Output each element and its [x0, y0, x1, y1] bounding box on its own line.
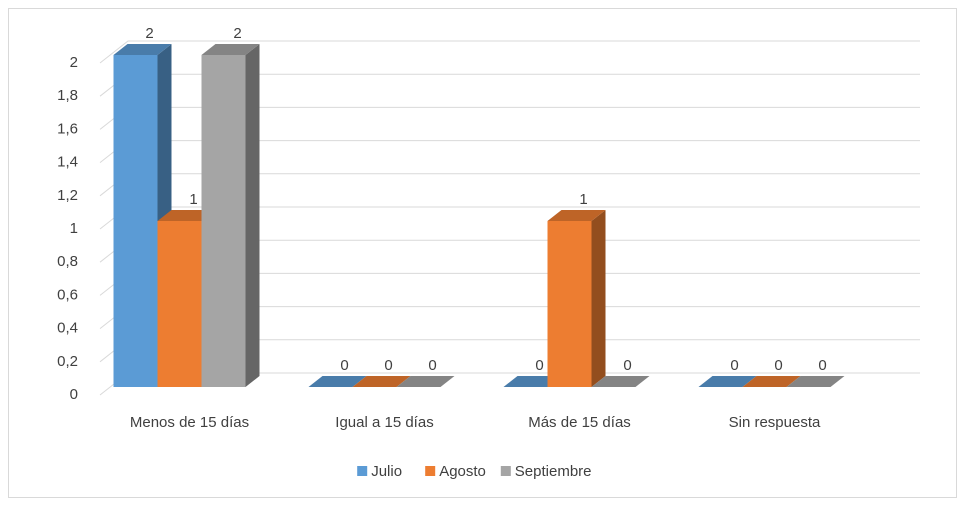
value-label: 1	[579, 191, 587, 208]
bar-top	[742, 376, 801, 387]
bar-side	[591, 210, 606, 387]
bar	[157, 221, 202, 387]
bar	[201, 55, 246, 387]
value-label: 2	[233, 25, 241, 42]
y-tick-label: 0,8	[57, 253, 78, 270]
value-label: 0	[774, 357, 782, 374]
bar-top	[786, 376, 845, 387]
bar-top	[308, 376, 367, 387]
bar-top	[547, 210, 606, 221]
bar-top	[157, 210, 216, 221]
value-label: 0	[384, 357, 392, 374]
x-tick-label: Sin respuesta	[729, 414, 821, 431]
legend-label: Julio	[371, 463, 402, 480]
x-tick-label: Menos de 15 días	[130, 414, 249, 431]
value-label: 0	[818, 357, 826, 374]
value-label: 0	[428, 357, 436, 374]
value-label: 1	[189, 191, 197, 208]
y-tick-label: 1,2	[57, 187, 78, 204]
y-tick-label: 1,4	[57, 154, 78, 171]
bar-side	[245, 44, 260, 387]
value-label: 0	[623, 357, 631, 374]
legend-label: Agosto	[439, 463, 486, 480]
y-tick-label: 0	[70, 386, 78, 403]
y-tick-label: 1,6	[57, 120, 78, 137]
value-label: 0	[340, 357, 348, 374]
y-tick-label: 2	[70, 54, 78, 71]
y-tick-label: 0,4	[57, 320, 78, 337]
bar-top	[113, 44, 172, 55]
bar-top	[201, 44, 260, 55]
legend-swatch	[500, 466, 511, 476]
value-label: 0	[535, 357, 543, 374]
bar-top	[698, 376, 757, 387]
y-tick-label: 0,6	[57, 286, 78, 303]
chart-border	[8, 8, 957, 498]
y-tick-label: 0,2	[57, 353, 78, 370]
y-tick-label: 1	[70, 220, 78, 237]
bar-top	[352, 376, 411, 387]
bar	[547, 221, 592, 387]
y-tick-label: 1,8	[57, 87, 78, 104]
value-label: 0	[730, 357, 738, 374]
bar-top	[396, 376, 455, 387]
grid-line	[99, 40, 920, 64]
x-tick-label: Más de 15 días	[528, 414, 631, 431]
bar-top	[503, 376, 562, 387]
legend-swatch	[357, 466, 368, 476]
value-label: 2	[145, 25, 153, 42]
x-tick-label: Igual a 15 días	[335, 414, 433, 431]
legend-label: Septiembre	[515, 463, 592, 480]
legend-swatch	[425, 466, 436, 476]
bar	[113, 55, 158, 387]
bar-top	[591, 376, 650, 387]
